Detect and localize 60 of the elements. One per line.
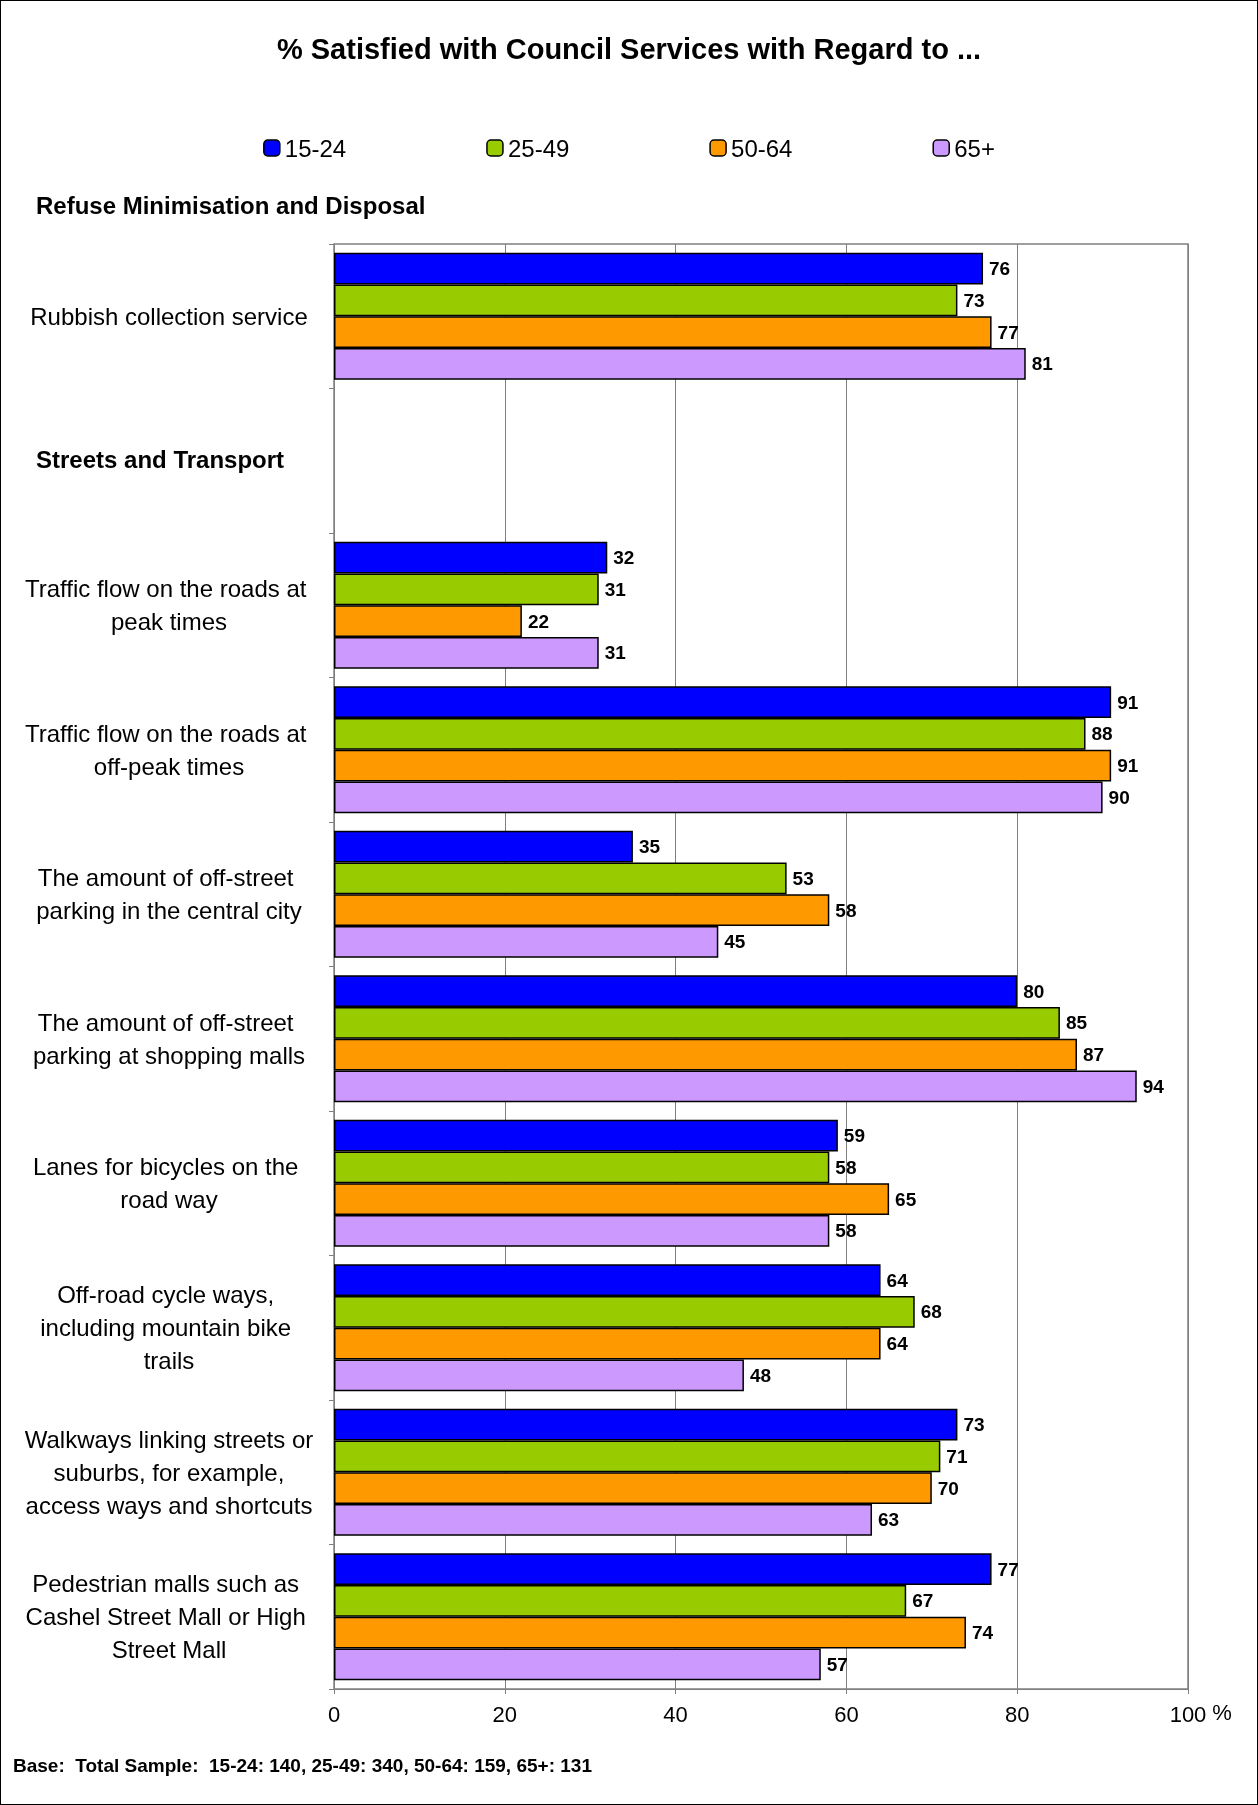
- text: Refuse Minimisation and Disposal: [36, 191, 426, 219]
- data-label: 48: [749, 1364, 772, 1386]
- y-tick-label: Traffic flow on the roads at off-peak times: [24, 719, 314, 780]
- data-label: 57: [826, 1653, 848, 1675]
- data-label: 91: [1117, 691, 1139, 713]
- data-label: 35: [638, 836, 661, 858]
- data-label: 31: [604, 642, 627, 664]
- data-label: 81: [1031, 353, 1054, 375]
- data-label: 59: [843, 1125, 865, 1147]
- data-label: 94: [1142, 1075, 1165, 1097]
- x-tick-label: 100: [1169, 1701, 1207, 1727]
- legend-label: 25-49: [507, 134, 570, 162]
- y-tick-label: The amount of off-street parking at shopping malls: [32, 1008, 306, 1069]
- data-label: 64: [886, 1333, 909, 1355]
- x-tick-label: 80: [1004, 1701, 1030, 1727]
- text: Base: Total Sample: 15-24: 140, 25-49: 340, 50-64: 159, 65+: 131: [13, 1755, 593, 1776]
- data-label: 85: [1065, 1012, 1088, 1034]
- data-label: 74: [971, 1622, 994, 1644]
- y-tick-label: Walkways linking streets or suburbs, for example, access ways and shortcuts: [24, 1425, 314, 1519]
- x-axis-title: %: [1212, 1699, 1232, 1725]
- x-tick-label: 40: [663, 1701, 688, 1727]
- y-tick-label: Off-road cycle ways, including mountain bike trails: [40, 1281, 298, 1375]
- data-label: 58: [835, 1220, 857, 1242]
- x-tick-label: 0: [327, 1701, 341, 1727]
- data-label: 31: [604, 578, 627, 600]
- x-tick-label: 60: [834, 1701, 859, 1727]
- data-label: 77: [997, 1558, 1019, 1580]
- data-label: 80: [1023, 980, 1045, 1002]
- y-tick-label: Lanes for bicycles on the road way: [32, 1153, 306, 1214]
- legend-label: 15-24: [284, 134, 347, 162]
- data-label: 58: [835, 1156, 857, 1178]
- data-label: 53: [792, 867, 814, 889]
- legend-label: 50-64: [731, 134, 793, 162]
- data-label: 71: [946, 1445, 968, 1467]
- chart-title: % Satisfied with Council Services with Regard to ...: [276, 32, 982, 65]
- y-tick-label: Rubbish collection service: [30, 302, 308, 330]
- data-label: 70: [937, 1477, 959, 1499]
- legend-label: 65+: [954, 134, 995, 162]
- data-label: 65: [895, 1188, 917, 1210]
- data-label: 87: [1082, 1044, 1105, 1066]
- y-tick-label: The amount of off-street parking in the central city: [36, 864, 302, 925]
- data-label: 68: [920, 1301, 942, 1323]
- data-label: 73: [963, 1414, 985, 1436]
- data-label: 77: [997, 321, 1019, 343]
- data-label: 91: [1117, 755, 1139, 777]
- data-label: 58: [835, 899, 857, 921]
- y-tick-label: Traffic flow on the roads at peak times: [24, 575, 314, 636]
- data-label: 22: [527, 610, 550, 632]
- data-label: 67: [912, 1590, 934, 1612]
- text: Streets and Transport: [36, 445, 285, 473]
- data-label: 45: [724, 931, 746, 953]
- data-label: 64: [886, 1269, 909, 1291]
- data-label: 73: [963, 289, 985, 311]
- y-tick-label: Pedestrian malls such as Cashel Street Mall or High Street Mall: [25, 1570, 313, 1664]
- data-label: 88: [1091, 723, 1113, 745]
- data-label: 76: [989, 258, 1011, 280]
- x-tick-label: 20: [492, 1701, 518, 1727]
- data-label: 90: [1108, 786, 1130, 808]
- data-label: 32: [613, 547, 635, 569]
- data-label: 63: [878, 1509, 900, 1531]
